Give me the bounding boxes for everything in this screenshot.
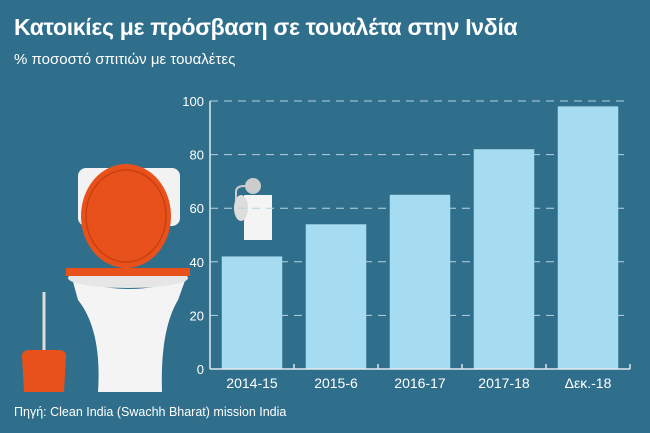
y-tick-label: 100 — [182, 94, 204, 109]
toilet-brush-icon — [22, 292, 66, 392]
toilet-illustration-icon — [66, 164, 190, 392]
y-tick-label: 80 — [190, 148, 204, 163]
y-tick-label: 60 — [190, 201, 204, 216]
bar — [221, 256, 283, 369]
source-note: Πηγή: Clean India (Swachh Bharat) missio… — [14, 405, 287, 419]
chart-title: Κατοικίες με πρόσβαση σε τουαλέτα στην Ι… — [14, 14, 518, 40]
x-tick-label: 2017-18 — [478, 375, 530, 391]
bar — [305, 224, 367, 369]
bar — [389, 194, 451, 369]
x-tick-label: 2016-17 — [394, 375, 446, 391]
bar — [473, 149, 535, 369]
x-tick-label: 2014-15 — [226, 375, 278, 391]
y-tick-label: 40 — [190, 255, 204, 270]
x-tick-label: 2015-6 — [314, 375, 358, 391]
toilet-paper-icon — [234, 178, 272, 240]
chart-subtitle: % ποσοστό σπιτιών με τουαλέτες — [14, 51, 236, 68]
bar — [557, 106, 619, 370]
y-tick-label: 20 — [190, 308, 204, 323]
y-tick-label: 0 — [197, 362, 204, 377]
x-tick-label: Δεκ.-18 — [565, 375, 612, 391]
